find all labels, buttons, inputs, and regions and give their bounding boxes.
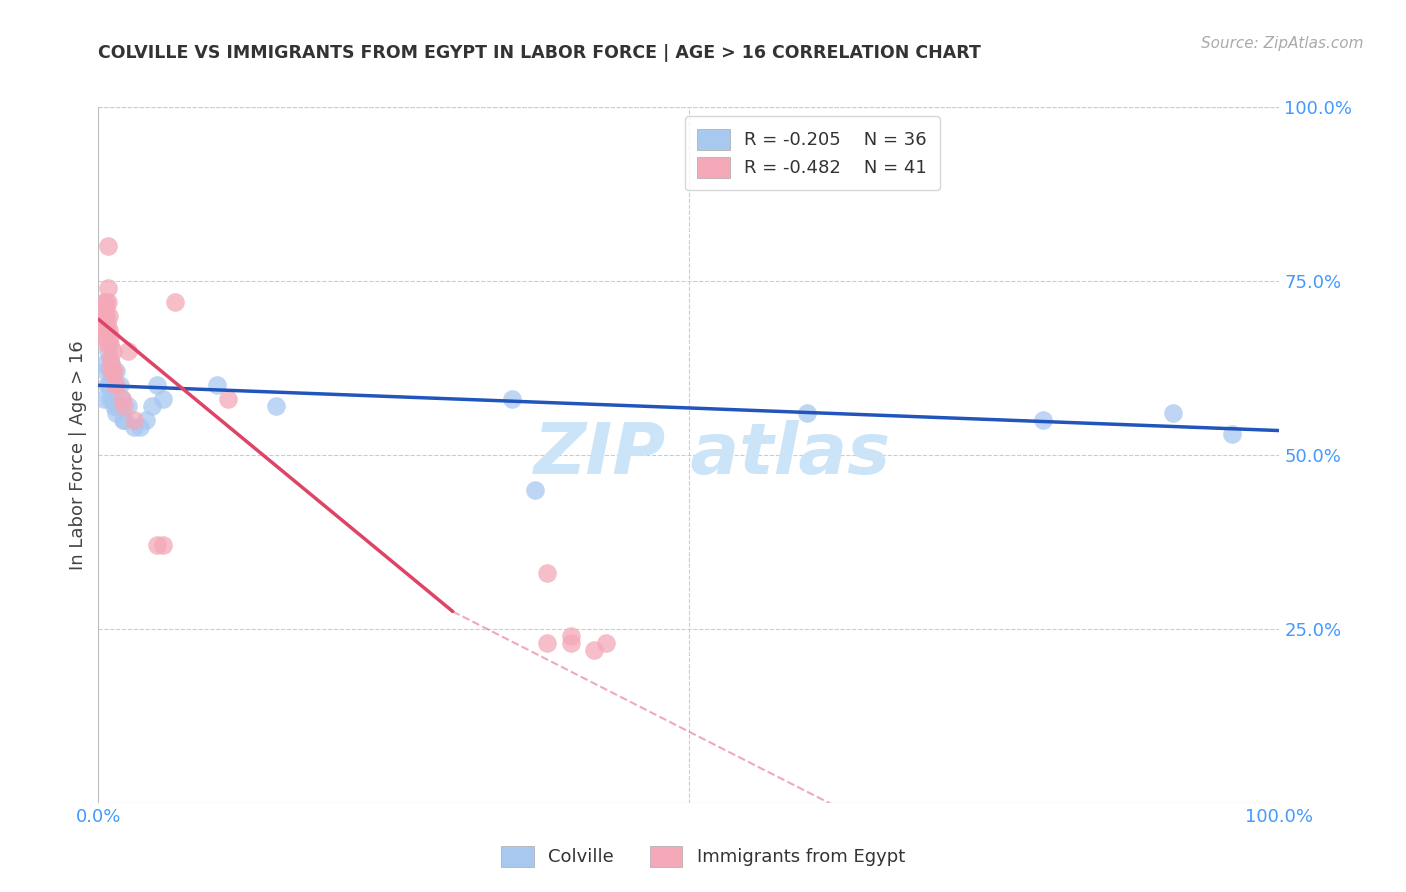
Point (217, 392, 239, 407)
Point (103, 364, 125, 378)
Point (117, 343, 139, 358)
Point (583, 642, 606, 657)
Point (93, 316, 115, 330)
Point (97, 343, 120, 358)
Point (146, 378, 169, 392)
Point (98, 364, 121, 378)
Point (536, 636, 558, 650)
Point (152, 538, 174, 552)
Point (796, 406, 818, 420)
Point (111, 392, 134, 407)
Point (122, 413, 145, 427)
Point (98, 351, 121, 365)
Point (98, 323, 121, 337)
Point (112, 413, 135, 427)
Text: Source: ZipAtlas.com: Source: ZipAtlas.com (1201, 36, 1364, 51)
Point (100, 358, 122, 372)
Point (97, 239, 120, 253)
Point (94, 294, 117, 309)
Point (536, 566, 558, 581)
Point (152, 392, 174, 407)
Point (98, 329, 121, 343)
Point (93, 309, 115, 323)
Point (264, 399, 287, 413)
Point (560, 636, 582, 650)
Point (93, 294, 115, 309)
Point (141, 399, 163, 413)
Point (96, 378, 118, 392)
Point (100, 358, 122, 372)
Point (94, 309, 117, 323)
Text: ZIP atlas: ZIP atlas (534, 420, 891, 490)
Point (101, 364, 124, 378)
Point (524, 483, 547, 497)
Point (96, 336, 118, 351)
Point (98, 378, 121, 392)
Y-axis label: In Labor Force | Age > 16: In Labor Force | Age > 16 (69, 340, 87, 570)
Point (105, 378, 128, 392)
Point (97, 281, 120, 295)
Point (104, 378, 127, 392)
Point (165, 294, 187, 309)
Point (91, 323, 114, 337)
Point (128, 420, 150, 434)
Point (111, 392, 134, 407)
Point (91, 329, 114, 343)
Point (112, 413, 135, 427)
Point (108, 378, 131, 392)
Point (93, 323, 115, 337)
Point (595, 636, 617, 650)
Point (122, 420, 145, 434)
Point (101, 392, 124, 407)
Point (205, 378, 228, 392)
Point (560, 629, 582, 643)
Point (98, 392, 121, 407)
Point (100, 364, 122, 378)
Point (98, 336, 121, 351)
Point (110, 399, 132, 413)
Point (93, 358, 115, 372)
Point (107, 399, 129, 413)
Point (103, 399, 125, 413)
Point (105, 406, 128, 420)
Point (93, 392, 115, 407)
Point (105, 364, 128, 378)
Point (112, 399, 135, 413)
Point (96, 316, 118, 330)
Point (105, 399, 128, 413)
Point (94, 301, 117, 316)
Point (501, 392, 523, 407)
Text: COLVILLE VS IMMIGRANTS FROM EGYPT IN LABOR FORCE | AGE > 16 CORRELATION CHART: COLVILLE VS IMMIGRANTS FROM EGYPT IN LAB… (98, 45, 981, 62)
Point (97, 294, 120, 309)
Point (101, 343, 124, 358)
Point (1161, 406, 1184, 420)
Point (1032, 413, 1054, 427)
Point (117, 399, 139, 413)
Point (96, 323, 118, 337)
Legend: R = -0.205    N = 36, R = -0.482    N = 41: R = -0.205 N = 36, R = -0.482 N = 41 (685, 116, 939, 190)
Point (98, 309, 121, 323)
Point (104, 378, 127, 392)
Point (146, 538, 169, 552)
Legend: Colville, Immigrants from Egypt: Colville, Immigrants from Egypt (494, 838, 912, 874)
Point (1220, 427, 1243, 442)
Point (135, 413, 157, 427)
Point (94, 364, 117, 378)
